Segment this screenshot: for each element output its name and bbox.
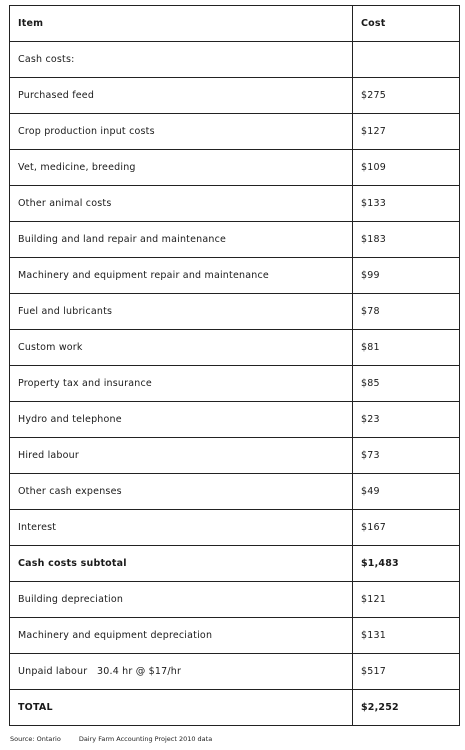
row-cost: $85 [352, 365, 460, 402]
row-item: Interest [9, 509, 353, 546]
row-item: Crop production input costs [9, 113, 353, 150]
table-row: Crop production input costs $127 [9, 113, 460, 150]
header-cost: Cost [352, 5, 460, 42]
table-row: Other cash expenses $49 [9, 473, 460, 510]
row-item: Custom work [9, 329, 353, 366]
table-row: Hired labour $73 [9, 437, 460, 474]
row-item: Property tax and insurance [9, 365, 353, 402]
row-item: Cash costs: [9, 41, 353, 78]
row-cost: $131 [352, 617, 460, 654]
cost-table: Item Cost Cash costs: Purchased feed $27… [9, 5, 460, 726]
table-row: Machinery and equipment repair and maint… [9, 257, 460, 294]
source-note: Source: Ontario Dairy Farm Accounting Pro… [10, 735, 212, 743]
table-row: Machinery and equipment depreciation $13… [9, 617, 460, 654]
row-item: Purchased feed [9, 77, 353, 114]
row-cost: $49 [352, 473, 460, 510]
table-row: Property tax and insurance $85 [9, 365, 460, 402]
row-cost: $183 [352, 221, 460, 258]
row-cost: $23 [352, 401, 460, 438]
table-row: Building depreciation $121 [9, 581, 460, 618]
source-text: Dairy Farm Accounting Project 2010 data [78, 735, 213, 743]
source-label: Source: Ontario [10, 735, 61, 743]
row-item: Vet, medicine, breeding [9, 149, 353, 186]
row-cost: $133 [352, 185, 460, 222]
table-row: Vet, medicine, breeding $109 [9, 149, 460, 186]
row-cost: $99 [352, 257, 460, 294]
row-item: TOTAL [9, 689, 353, 726]
table-row: Fuel and lubricants $78 [9, 293, 460, 330]
row-cost: $517 [352, 653, 460, 690]
row-cost: $109 [352, 149, 460, 186]
table-row: Unpaid labour 30.4 hr @ $17/hr $517 [9, 653, 460, 690]
row-cost: $275 [352, 77, 460, 114]
row-cost: $127 [352, 113, 460, 150]
row-cost: $1,483 [352, 545, 460, 582]
table-row: Custom work $81 [9, 329, 460, 366]
row-item: Machinery and equipment repair and maint… [9, 257, 353, 294]
table-row: Cash costs: [9, 41, 460, 78]
header-item: Item [9, 5, 353, 42]
row-item: Machinery and equipment depreciation [9, 617, 353, 654]
row-item: Unpaid labour 30.4 hr @ $17/hr [9, 653, 353, 690]
row-cost: $2,252 [352, 689, 460, 726]
row-item: Hired labour [9, 437, 353, 474]
row-item: Cash costs subtotal [9, 545, 353, 582]
table-row: Building and land repair and maintenance… [9, 221, 460, 258]
row-item: Building depreciation [9, 581, 353, 618]
row-cost: $81 [352, 329, 460, 366]
subtotal-row: Cash costs subtotal $1,483 [9, 545, 460, 582]
row-cost: $121 [352, 581, 460, 618]
row-item: Other animal costs [9, 185, 353, 222]
row-item: Fuel and lubricants [9, 293, 353, 330]
row-cost [352, 41, 460, 78]
table-row: Interest $167 [9, 509, 460, 546]
row-cost: $167 [352, 509, 460, 546]
row-cost: $73 [352, 437, 460, 474]
table-row: Other animal costs $133 [9, 185, 460, 222]
table-row: Hydro and telephone $23 [9, 401, 460, 438]
table-row: Purchased feed $275 [9, 77, 460, 114]
row-cost: $78 [352, 293, 460, 330]
total-row: TOTAL $2,252 [9, 689, 460, 726]
row-item: Other cash expenses [9, 473, 353, 510]
table-header-row: Item Cost [9, 5, 460, 42]
row-item: Hydro and telephone [9, 401, 353, 438]
row-item: Building and land repair and maintenance [9, 221, 353, 258]
